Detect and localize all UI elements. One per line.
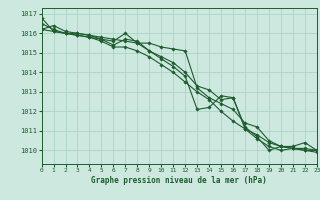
X-axis label: Graphe pression niveau de la mer (hPa): Graphe pression niveau de la mer (hPa) (91, 176, 267, 185)
